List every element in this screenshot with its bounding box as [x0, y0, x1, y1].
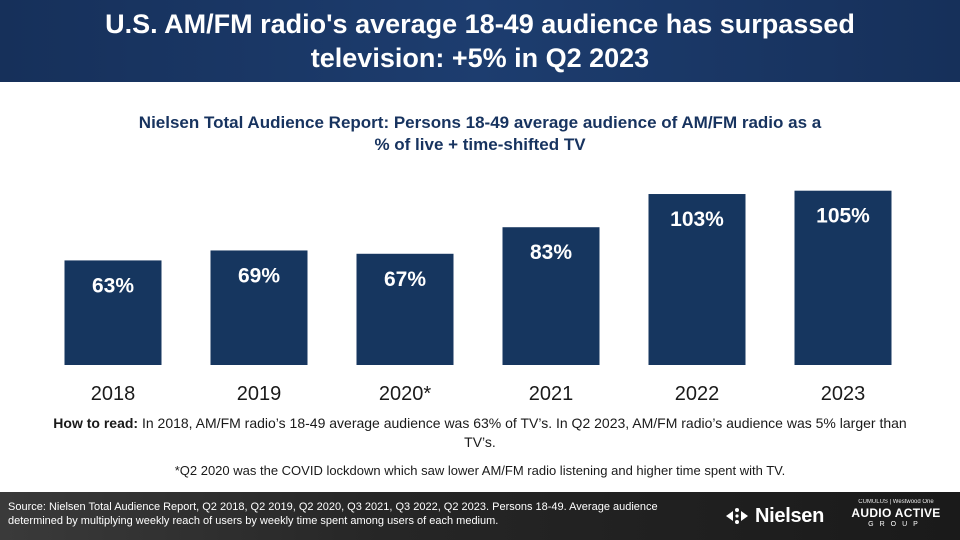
- how-to-read-text: In 2018, AM/FM radio’s 18-49 average aud…: [138, 415, 907, 450]
- nielsen-mark-icon: [726, 508, 748, 524]
- header-banner: U.S. AM/FM radio's average 18-49 audienc…: [0, 0, 960, 82]
- x-tick-label: 2018: [91, 383, 136, 405]
- bar-2021: [502, 227, 600, 365]
- bar-2022: [648, 194, 746, 365]
- x-tick-label: 2021: [529, 383, 574, 405]
- bar-2023: [794, 190, 892, 365]
- source-text: Source: Nielsen Total Audience Report, Q…: [8, 501, 658, 527]
- bar-2019: [210, 250, 308, 365]
- bar-2020: [356, 253, 454, 365]
- aag-sub-text: GROUP: [868, 521, 924, 528]
- x-tick-label: 2023: [821, 383, 866, 405]
- x-tick-label: 2019: [237, 383, 282, 405]
- page-title: U.S. AM/FM radio's average 18-49 audienc…: [105, 9, 855, 73]
- chart-title: Nielsen Total Audience Report: Persons 1…: [138, 113, 822, 154]
- bar-2018: [64, 260, 162, 365]
- aag-top-text: CUMULUS | Westwood One: [858, 499, 934, 505]
- bar-chart: 63% 2018 69% 2019 67% 2020* 83% 2021 103% 2022 105…: [64, 190, 892, 405]
- how-to-read-lead: How to read:: [53, 415, 139, 431]
- how-to-read: How to read: In 2018, AM/FM radio’s 18-4…: [40, 414, 920, 452]
- nielsen-logo: Nielsen: [724, 504, 824, 528]
- data-label: 83%: [530, 241, 572, 264]
- nielsen-logo-text: Nielsen: [755, 504, 825, 527]
- data-label: 105%: [816, 205, 870, 228]
- footnote: *Q2 2020 was the COVID lockdown which sa…: [174, 463, 786, 478]
- data-label: 63%: [92, 274, 134, 297]
- footer-bar: Source: Nielsen Total Audience Report, Q…: [0, 492, 960, 540]
- data-label: 67%: [384, 268, 426, 291]
- aag-main-text: AUDIO ACTIVE: [851, 506, 941, 520]
- data-label: 103%: [670, 208, 724, 231]
- audio-active-group-logo: CUMULUS | Westwood One AUDIO ACTIVE GROU…: [838, 498, 954, 536]
- data-label: 69%: [238, 264, 280, 287]
- x-tick-label: 2022: [675, 383, 720, 405]
- x-tick-label: 2020*: [379, 383, 431, 405]
